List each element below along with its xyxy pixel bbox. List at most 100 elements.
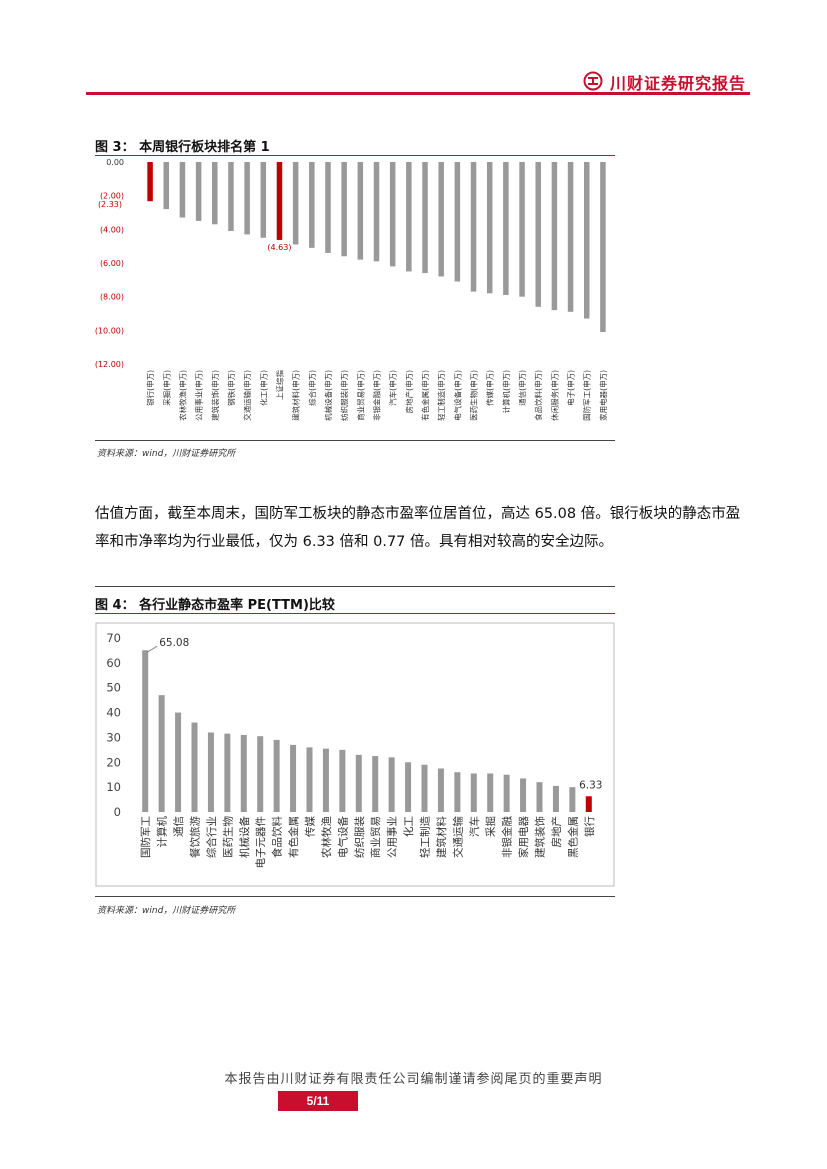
figure3-category-label: 化工(申万) [258, 370, 268, 406]
figure3-bar [583, 162, 590, 319]
figure3-title-rule [95, 155, 615, 156]
figure3-category-label: 银行(申万) [145, 370, 155, 406]
figure3-bar [454, 162, 461, 282]
figure3-bar [422, 162, 428, 274]
figure4-bar [290, 744, 297, 812]
figure3-bar [600, 162, 606, 333]
figure3-category-label: 非银金融(申万) [372, 370, 382, 421]
figure3-bar [341, 162, 347, 257]
figure3-bar [147, 162, 153, 202]
figure4-category-label: 黑色金属 [566, 816, 579, 858]
figure3-category-label: 家用电器(申万) [598, 370, 608, 421]
figure3-ytick-label: (4.00) [100, 225, 124, 234]
figure3-bar [551, 162, 558, 311]
figure3-category-label: 综合(申万) [307, 370, 317, 406]
figure4-category-label: 银行 [583, 816, 596, 837]
figure4-category-label: 纺织服装 [353, 816, 366, 858]
figure3-category-label: 建筑材料(申万) [291, 370, 301, 421]
figure3-ytick-label: (8.00) [100, 293, 124, 302]
figure4-bar [175, 712, 182, 812]
figure4-bar [437, 768, 444, 812]
figure3-bar [470, 162, 477, 292]
figure4-ytick-label: 50 [106, 681, 121, 695]
figure3-category-label: 机械设备(申万) [323, 370, 333, 421]
figure3-ytick-label: 0.00 [106, 158, 124, 167]
figure4-ytick-label: 20 [106, 755, 121, 769]
figure4-bar [552, 785, 559, 812]
figure4-category-label: 家用电器 [517, 816, 530, 858]
figure4-bar [322, 748, 329, 812]
figure3-bar [260, 162, 267, 238]
figure4-bar [257, 736, 264, 812]
figure4-bar [355, 754, 362, 812]
figure4-data-label: 6.33 [579, 779, 602, 791]
figure3-category-label: 农林牧渔(申万) [177, 370, 187, 421]
figure4-bar [191, 722, 198, 812]
figure4-category-label: 建筑材料 [435, 816, 448, 858]
figure4-category-label: 国防军工 [139, 816, 152, 858]
body-paragraph: 估值方面，截至本周末，国防军工板块的静态市盈率位居首位，高达 65.08 倍。银… [95, 506, 741, 550]
figure3-bar [212, 162, 218, 225]
figure4-bar [224, 733, 231, 812]
figure3-category-label: 计算机(申万) [501, 370, 511, 413]
figure4-label-leader [146, 645, 158, 653]
figure4-bar [142, 650, 149, 812]
figure4-category-label: 建筑装饰 [534, 816, 547, 858]
figure3-category-label: 轻工制造(申万) [436, 370, 446, 421]
figure4-category-label: 公用事业 [386, 816, 399, 858]
figure3-ytick-label: (6.00) [100, 259, 124, 268]
figure4-bar [158, 695, 165, 812]
figure4-plot-frame [95, 622, 615, 887]
figure3-source: 资料来源：wind，川财证券研究所 [97, 449, 236, 459]
figure3-category-label: 房地产(申万) [404, 370, 414, 413]
figure3-bar [567, 162, 574, 312]
figure3-ytick-label: (10.00) [95, 326, 124, 335]
figure4-bar [585, 796, 592, 812]
figure3-bar [276, 162, 283, 240]
figure4-category-label: 非银金融 [501, 816, 514, 858]
figure3-category-label: 商业贸易(申万) [355, 370, 365, 421]
figure4-category-label: 计算机 [156, 816, 169, 848]
company-logo-icon [583, 71, 603, 91]
figure3-category-label: 传媒(申万) [485, 370, 495, 406]
figure3-bar [309, 162, 315, 248]
figure4-category-label: 房地产 [550, 816, 563, 848]
figure4-category-label: 通信 [173, 816, 185, 837]
figure3-bar [179, 162, 186, 218]
figure4-bar [536, 782, 543, 812]
figure3-category-label: 建筑装饰(申万) [210, 370, 220, 421]
page-number: 5/11 [278, 1091, 358, 1111]
figure4-category-label: 化工 [402, 816, 415, 837]
figure3-category-label: 公用事业(申万) [194, 370, 204, 421]
figure3-bar [244, 162, 250, 235]
report-header-title: 川财证券研究报告 [610, 74, 747, 93]
figure4-bar [487, 773, 494, 812]
figure4-ytick-label: 0 [114, 805, 121, 819]
figure3-category-label: 医药生物(申万) [469, 370, 479, 421]
figure3-category-label: 采掘(申万) [161, 370, 171, 406]
figure4-category-label: 轻工制造 [419, 816, 432, 858]
header-divider [86, 92, 750, 95]
figure3-bar [535, 162, 541, 307]
figure3-bar [357, 162, 364, 260]
figure3-category-label: 钢铁(申万) [226, 370, 236, 406]
figure4-bar [240, 734, 247, 812]
figure4-category-label: 电气设备 [336, 816, 349, 858]
figure3-ytick-label: (12.00) [95, 360, 124, 369]
figure4-category-label: 采掘 [484, 816, 497, 837]
figure4-bar [470, 773, 477, 812]
figure4-bar [372, 756, 379, 812]
figure4-bar [388, 757, 395, 812]
figure4-title-rule [95, 613, 615, 614]
figure4-ytick-label: 30 [106, 730, 121, 744]
figure4-category-label: 综合行业 [205, 816, 218, 858]
figure4-bar [454, 772, 461, 812]
figure3-ytick-label: (2.00) [100, 192, 124, 201]
figure4-bar [503, 774, 510, 812]
figure3-category-label: 国防军工(申万) [582, 370, 592, 421]
figure4-bar [339, 749, 346, 812]
figure4-ytick-label: 70 [106, 631, 121, 645]
figure3-category-label: 休闲服务(申万) [549, 370, 559, 421]
figure4-bar [207, 732, 214, 812]
figure4-category-label: 食品饮料 [271, 816, 284, 858]
